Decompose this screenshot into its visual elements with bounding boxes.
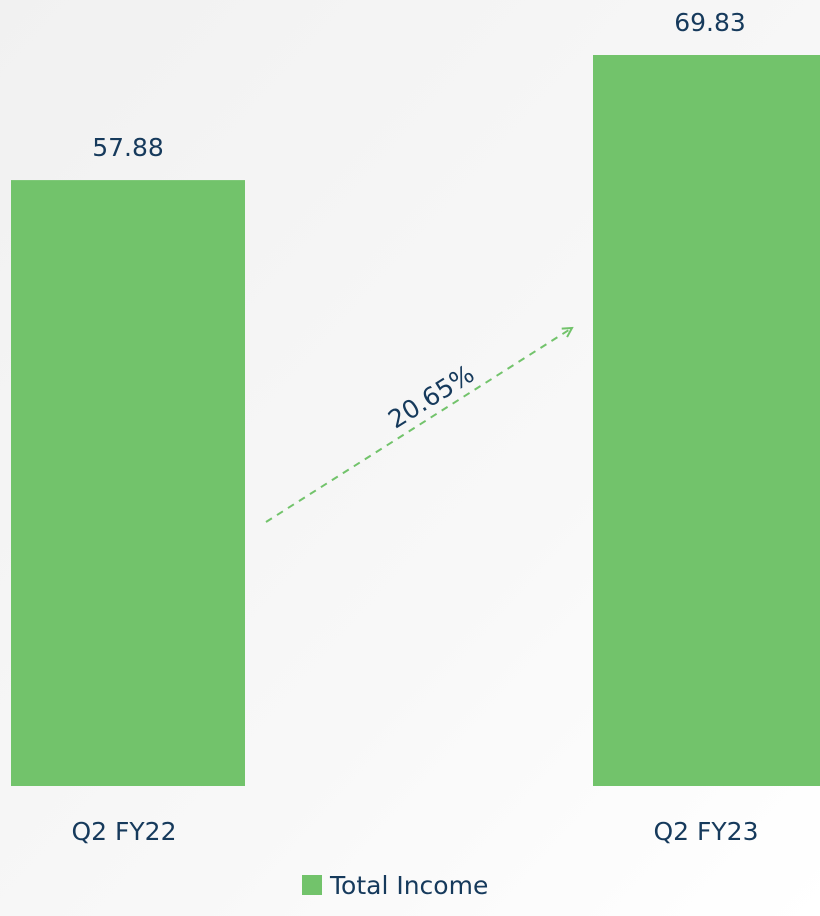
value-label: 69.83: [674, 8, 746, 37]
legend-label: Total Income: [329, 871, 488, 900]
growth-arrow: [265, 328, 572, 523]
bar: [11, 180, 245, 786]
bar: [593, 55, 820, 786]
x-tick-label: Q2 FY23: [654, 817, 759, 846]
legend-swatch: [302, 875, 322, 895]
value-label: 57.88: [92, 133, 164, 162]
x-tick-label: Q2 FY22: [72, 817, 177, 846]
